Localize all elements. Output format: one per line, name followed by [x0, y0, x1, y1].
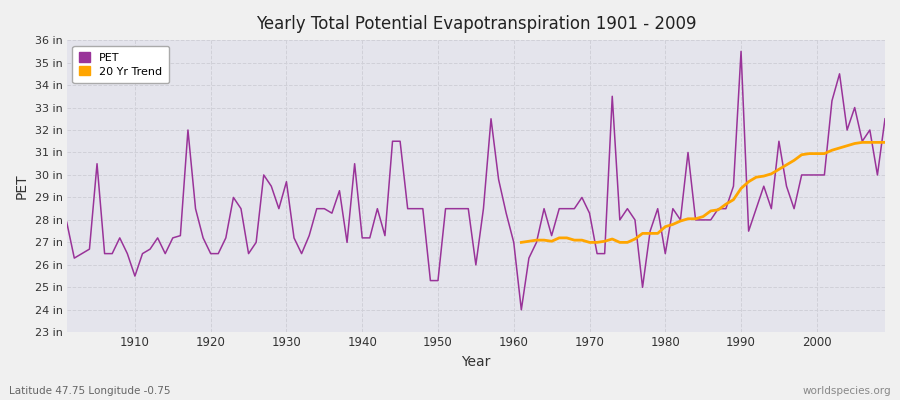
20 Yr Trend — [599, 239, 610, 244]
20 Yr Trend — [796, 152, 807, 157]
20 Yr Trend — [622, 240, 633, 245]
20 Yr Trend — [759, 174, 769, 178]
20 Yr Trend — [773, 167, 784, 172]
20 Yr Trend — [546, 239, 557, 244]
20 Yr Trend — [644, 231, 655, 236]
20 Yr Trend — [569, 238, 580, 242]
PET — [607, 94, 617, 99]
20 Yr Trend — [735, 186, 746, 191]
20 Yr Trend — [524, 239, 535, 244]
Line: PET: PET — [67, 51, 885, 310]
Line: 20 Yr Trend: 20 Yr Trend — [521, 142, 885, 242]
20 Yr Trend — [706, 208, 716, 213]
20 Yr Trend — [562, 236, 572, 240]
PET — [122, 251, 132, 256]
20 Yr Trend — [728, 197, 739, 202]
20 Yr Trend — [682, 216, 693, 221]
Title: Yearly Total Potential Evapotranspiration 1901 - 2009: Yearly Total Potential Evapotranspiratio… — [256, 15, 696, 33]
20 Yr Trend — [781, 162, 792, 167]
PET — [334, 188, 345, 193]
20 Yr Trend — [834, 146, 845, 150]
20 Yr Trend — [584, 240, 595, 245]
PET — [735, 49, 746, 54]
20 Yr Trend — [652, 231, 663, 236]
Text: worldspecies.org: worldspecies.org — [803, 386, 891, 396]
20 Yr Trend — [826, 148, 837, 153]
20 Yr Trend — [766, 172, 777, 176]
X-axis label: Year: Year — [461, 355, 491, 369]
20 Yr Trend — [879, 140, 890, 145]
20 Yr Trend — [554, 236, 564, 240]
20 Yr Trend — [660, 224, 670, 229]
PET — [508, 240, 519, 245]
20 Yr Trend — [630, 237, 641, 242]
PET — [289, 236, 300, 240]
Legend: PET, 20 Yr Trend: PET, 20 Yr Trend — [72, 46, 168, 83]
20 Yr Trend — [857, 140, 868, 145]
20 Yr Trend — [675, 219, 686, 224]
20 Yr Trend — [872, 140, 883, 145]
20 Yr Trend — [819, 151, 830, 156]
Y-axis label: PET: PET — [15, 173, 29, 199]
20 Yr Trend — [591, 240, 602, 245]
20 Yr Trend — [607, 237, 617, 242]
20 Yr Trend — [743, 179, 754, 184]
20 Yr Trend — [690, 216, 701, 221]
20 Yr Trend — [751, 175, 761, 180]
20 Yr Trend — [713, 207, 724, 212]
20 Yr Trend — [721, 202, 732, 206]
Text: Latitude 47.75 Longitude -0.75: Latitude 47.75 Longitude -0.75 — [9, 386, 170, 396]
20 Yr Trend — [804, 151, 814, 156]
20 Yr Trend — [788, 158, 799, 163]
PET — [61, 220, 72, 224]
20 Yr Trend — [577, 238, 588, 242]
PET — [500, 211, 511, 216]
20 Yr Trend — [516, 240, 526, 245]
20 Yr Trend — [842, 143, 852, 148]
PET — [879, 116, 890, 121]
20 Yr Trend — [850, 141, 860, 146]
20 Yr Trend — [812, 151, 823, 156]
20 Yr Trend — [698, 214, 708, 219]
20 Yr Trend — [864, 140, 875, 145]
20 Yr Trend — [531, 238, 542, 242]
20 Yr Trend — [615, 240, 626, 245]
PET — [516, 308, 526, 312]
20 Yr Trend — [637, 231, 648, 236]
20 Yr Trend — [668, 222, 679, 227]
20 Yr Trend — [539, 238, 550, 242]
